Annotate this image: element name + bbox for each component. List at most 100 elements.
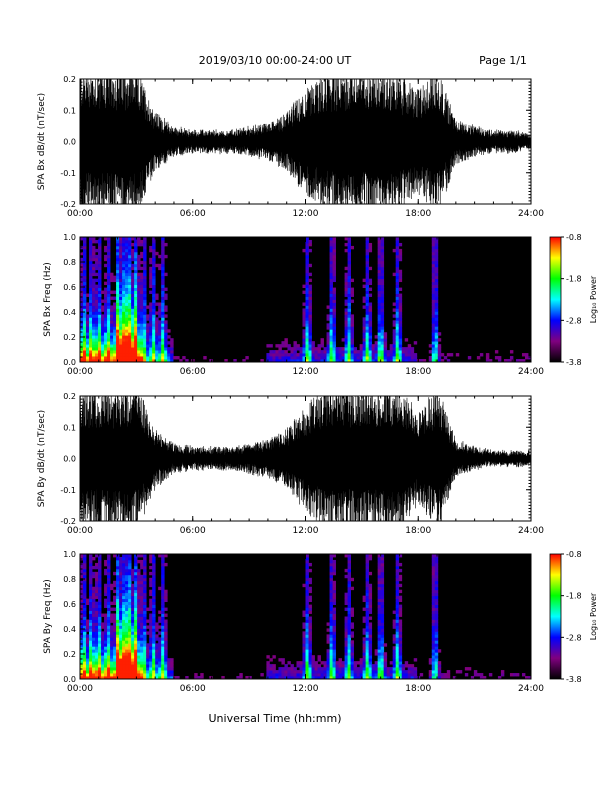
spectrogram-cell xyxy=(365,308,370,312)
spectrogram-cell xyxy=(365,667,370,671)
spectrogram-cell xyxy=(170,670,174,674)
spectrogram-cells xyxy=(80,237,532,363)
spectrogram-cell xyxy=(356,670,361,674)
spectrogram-cell xyxy=(116,266,120,271)
spectrogram-cell xyxy=(308,293,312,297)
spectrogram-cell xyxy=(308,637,312,641)
spectrogram-cell xyxy=(122,317,126,321)
spectrogram-cell xyxy=(302,670,306,674)
spectrogram-cell xyxy=(365,344,370,348)
spectrogram-cell xyxy=(122,323,126,327)
spectrogram-cell xyxy=(83,308,87,312)
spectrogram-cell xyxy=(347,356,351,360)
spectrogram-cell xyxy=(83,296,87,300)
spectrogram-cell xyxy=(128,302,132,306)
spectrogram-cell xyxy=(149,646,153,650)
x-tick-label: 24:00 xyxy=(518,684,544,694)
spectrogram-cell xyxy=(353,667,358,671)
spectrogram-cell xyxy=(107,598,111,603)
spectrogram-cell xyxy=(398,655,403,659)
series-trace xyxy=(80,79,531,204)
spectrogram-cell xyxy=(329,356,333,360)
spectrogram-cell xyxy=(395,625,400,629)
spectrogram-cell xyxy=(341,661,345,665)
spectrogram-cell xyxy=(362,628,367,632)
spectrogram-cell xyxy=(398,314,403,318)
spectrogram-cell xyxy=(125,323,129,327)
y-axis-label: SPA Bx Freq (Hz) xyxy=(43,262,53,337)
spectrogram-cell xyxy=(137,353,141,357)
spectrogram-cell xyxy=(332,275,336,280)
spectrogram-cell xyxy=(98,251,102,256)
spectrogram-cell xyxy=(308,577,312,582)
spectrogram-cell xyxy=(329,347,333,351)
spectrogram-cell xyxy=(104,634,108,638)
spectrogram-cell xyxy=(167,356,171,360)
spectrogram-cell xyxy=(80,263,84,268)
spectrogram-cell xyxy=(104,586,108,591)
spectrogram-cell xyxy=(92,335,96,339)
spectrogram-cell xyxy=(164,356,168,360)
spectrogram-cell xyxy=(98,335,102,339)
spectrogram-cell xyxy=(287,670,291,674)
colorbar-tick-label: -2.8 xyxy=(566,316,582,325)
spectrogram-cell xyxy=(281,658,285,662)
y-axis-label: SPA By Freq (Hz) xyxy=(43,579,53,654)
spectrogram-cell xyxy=(284,359,288,363)
spectrogram-cell xyxy=(128,332,132,336)
spectrogram-cell xyxy=(149,571,153,576)
spectrogram-cell xyxy=(347,242,351,247)
spectrogram-cell xyxy=(362,326,367,330)
spectrogram-cell xyxy=(368,359,373,363)
spectrogram-cell xyxy=(314,664,318,668)
spectrogram-cell xyxy=(377,604,382,608)
spectrogram-cell xyxy=(155,637,159,641)
spectrogram-cell xyxy=(98,667,102,671)
spectrogram-cell xyxy=(284,673,288,677)
spectrogram-cell xyxy=(128,646,132,650)
spectrogram-cell xyxy=(146,347,150,351)
spectrogram-cell xyxy=(164,631,168,635)
spectrogram-cell xyxy=(116,305,120,309)
spectrogram-cell xyxy=(383,658,388,662)
spectrogram-cell xyxy=(146,670,150,674)
spectrogram-cell xyxy=(83,302,87,306)
spectrogram-cell xyxy=(104,664,108,668)
spectrogram-cell xyxy=(380,263,385,268)
spectrogram-cell xyxy=(131,604,135,608)
spectrogram-cell xyxy=(419,359,424,363)
spectrogram-cell xyxy=(143,272,147,277)
spectrogram-cell xyxy=(98,577,102,582)
spectrogram-cell xyxy=(332,296,336,300)
spectrogram-cell xyxy=(116,604,120,608)
spectrogram-cell xyxy=(380,625,385,629)
spectrogram-cell xyxy=(158,311,162,315)
spectrogram-cell xyxy=(326,344,330,348)
spectrogram-cell xyxy=(137,290,141,294)
spectrogram-cell xyxy=(299,676,303,680)
spectrogram-cell xyxy=(161,248,165,253)
spectrogram-cell xyxy=(395,554,400,558)
spectrogram-cell xyxy=(89,248,93,253)
spectrogram-cell xyxy=(95,344,99,348)
spectrogram-cell xyxy=(359,676,364,680)
spectrogram-cell xyxy=(308,239,312,244)
spectrogram-cell xyxy=(83,311,87,315)
spectrogram-cell xyxy=(110,353,114,357)
spectrogram-cell xyxy=(368,622,373,626)
spectrogram-cell xyxy=(377,554,382,558)
spectrogram-cell xyxy=(128,568,132,573)
spectrogram-cell xyxy=(116,631,120,635)
spectrogram-cell xyxy=(80,673,84,677)
spectrogram-cell xyxy=(128,266,132,271)
spectrogram-cell xyxy=(95,314,99,318)
spectrogram-cell xyxy=(305,266,309,271)
spectrogram-cell xyxy=(398,248,403,253)
spectrogram-cell xyxy=(146,661,150,665)
spectrogram-cell xyxy=(380,269,385,274)
spectrogram-cell xyxy=(92,320,96,324)
spectrogram-cell xyxy=(83,592,87,597)
spectrogram-cell xyxy=(113,658,117,662)
spectrogram-cell xyxy=(308,670,312,674)
spectrogram-cell xyxy=(134,260,138,265)
